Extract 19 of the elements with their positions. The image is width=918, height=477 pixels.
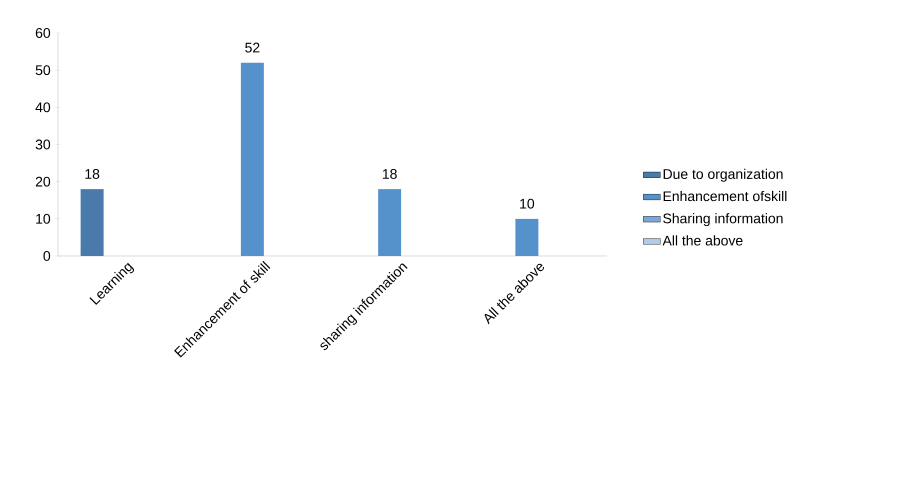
y-tick-label: 30	[36, 140, 50, 150]
bar	[240, 62, 264, 256]
y-tick-label: 40	[35, 102, 50, 112]
data-label: 10	[520, 198, 534, 209]
y-tick-label: 0	[43, 251, 50, 261]
bar	[515, 218, 538, 256]
y-tick-label: 50	[36, 65, 50, 76]
y-tick-label: 10	[36, 214, 50, 224]
y-tick-label: 60	[36, 28, 50, 38]
legend-label: Due to organization	[664, 168, 783, 182]
legend-label: Enhancement ofskill	[664, 190, 786, 202]
y-tick-label: 20	[36, 176, 50, 187]
data-label: 18	[85, 169, 100, 179]
data-label: 18	[382, 169, 397, 179]
legend-label: All the above	[662, 235, 743, 246]
legend-label: Sharing information	[663, 213, 783, 226]
data-label: 52	[245, 42, 260, 53]
bar	[80, 189, 104, 256]
bar	[378, 189, 402, 256]
